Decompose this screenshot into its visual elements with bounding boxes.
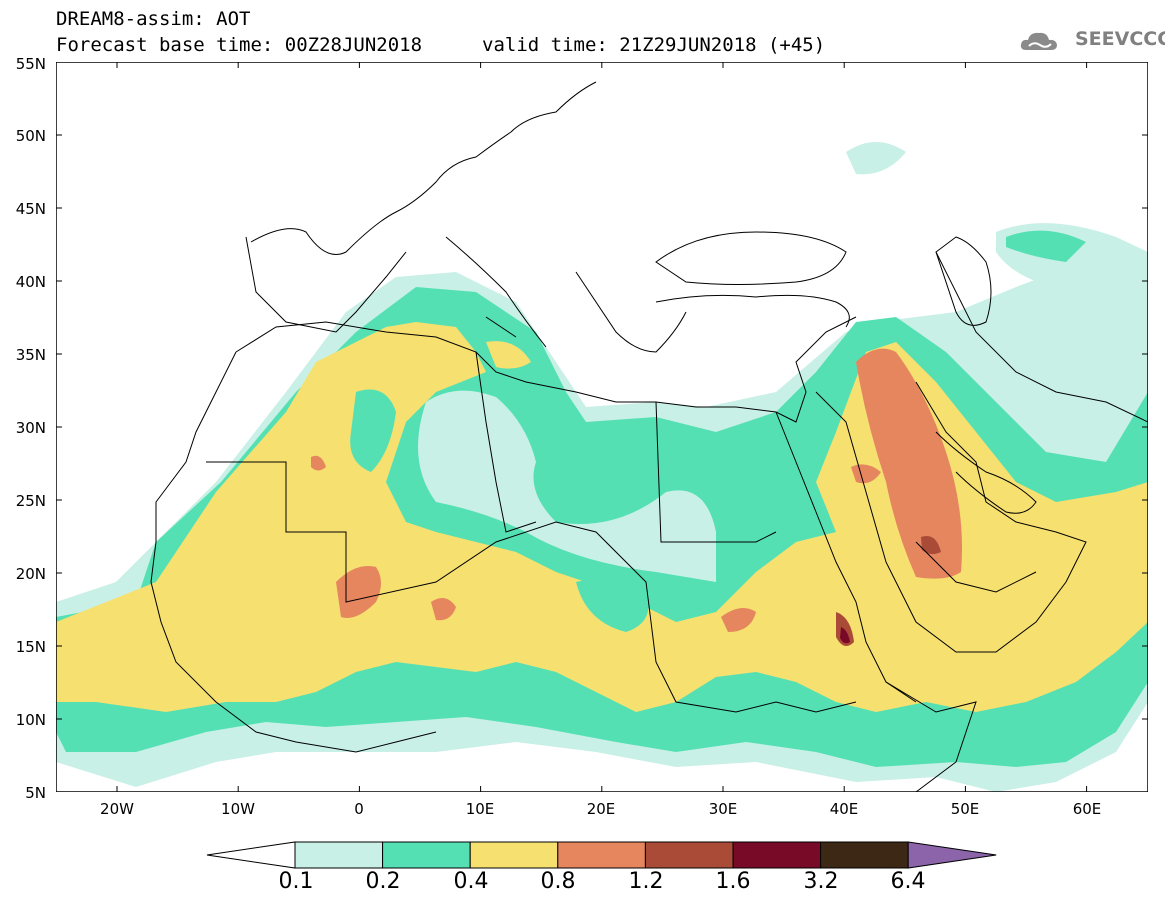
lat-label-25n: 25N xyxy=(15,492,46,510)
lon-label-60e: 60E xyxy=(1072,800,1102,818)
aot-map xyxy=(56,62,1148,792)
colorbar-box-3 xyxy=(557,841,646,869)
aot-contour-0.8e xyxy=(851,464,881,484)
aot-contour-1.2a xyxy=(921,536,941,555)
aot-contour-0.8c xyxy=(721,608,756,632)
lat-label-45n: 45N xyxy=(15,200,46,218)
colorbar-label-0.4: 0.4 xyxy=(453,869,489,894)
coastline-turkey xyxy=(655,294,850,328)
coastline-north-africa xyxy=(235,316,857,423)
aot-contour-0.1b xyxy=(846,142,906,175)
lat-label-40n: 40N xyxy=(15,273,46,291)
colorbar-label-1.6: 1.6 xyxy=(715,869,751,894)
coastline-red-sea xyxy=(775,411,917,703)
colorbar-arrow-high xyxy=(907,841,997,869)
border-libya-egypt xyxy=(655,401,777,543)
cloud-icon xyxy=(1020,32,1057,50)
colorbar-label-3.2: 3.2 xyxy=(803,869,839,894)
colorbar-box-2 xyxy=(469,841,559,869)
aot-contour-0.2b xyxy=(1006,230,1086,262)
coastline-europe xyxy=(250,81,597,255)
colorbar-box-4 xyxy=(644,841,734,869)
lon-label-30e: 30E xyxy=(708,800,738,818)
colorbar-arrow-low xyxy=(206,841,296,869)
lat-label-30n: 30N xyxy=(15,419,46,437)
colorbar-label-0.8: 0.8 xyxy=(540,869,576,894)
border-sudan xyxy=(650,621,857,713)
colorbar-label-1.2: 1.2 xyxy=(628,869,664,894)
logo-text: SEEVCCC xyxy=(1075,28,1165,50)
coastline-greece xyxy=(575,271,687,353)
lat-label-10n: 10N xyxy=(15,711,46,729)
aot-contour-0.8f xyxy=(311,455,326,471)
lon-label-20w: 20W xyxy=(100,800,134,818)
aot-contour-0.4-north xyxy=(486,341,531,369)
lon-label-50e: 50E xyxy=(950,800,980,818)
aot-contour-0.8a xyxy=(336,566,381,618)
coastline-arabia xyxy=(815,381,1087,653)
colorbar-label-0.2: 0.2 xyxy=(365,869,401,894)
colorbar-box-0 xyxy=(294,841,384,869)
colorbar-box-6 xyxy=(820,841,909,869)
lon-label-10e: 10E xyxy=(465,800,495,818)
coastline-caspian xyxy=(935,236,992,326)
lon-label-10w: 10W xyxy=(221,800,255,818)
coastline-west-africa xyxy=(150,351,437,753)
colorbar-box-5 xyxy=(732,841,822,869)
lon-label-40e: 40E xyxy=(829,800,859,818)
valid-time: valid time: 21Z29JUN2018 (+45) xyxy=(482,34,826,56)
colorbar-box-1 xyxy=(382,841,471,869)
lat-label-55n: 55N xyxy=(15,55,46,73)
border-arabia xyxy=(915,541,1037,593)
lat-label-5n: 5N xyxy=(25,784,46,802)
aot-contour-0.8d xyxy=(856,348,962,579)
aot-contour-0.8b xyxy=(431,598,456,621)
colorbar-label-0.1: 0.1 xyxy=(278,869,314,894)
border-sahel xyxy=(206,461,652,623)
coastline-iberia xyxy=(245,236,407,333)
coastline-persian-gulf xyxy=(935,431,1037,514)
colorbar-label-6.4: 6.4 xyxy=(890,869,926,894)
border-iran xyxy=(935,251,1148,423)
map-title: DREAM8-assim: AOT xyxy=(56,8,251,30)
forecast-base-time: Forecast base time: 00Z28JUN2018 xyxy=(56,34,423,56)
border-algeria-libya xyxy=(475,351,537,533)
coastline-black-sea xyxy=(655,231,847,285)
lat-label-35n: 35N xyxy=(15,346,46,364)
aot-colorbar xyxy=(206,841,997,869)
coastline-horn xyxy=(885,681,977,792)
lat-label-20n: 20N xyxy=(15,565,46,583)
aot-contour-0.2-interior2 xyxy=(576,578,649,632)
lon-label-20e: 20E xyxy=(586,800,616,818)
lat-label-15n: 15N xyxy=(15,638,46,656)
coastline-italy xyxy=(445,236,547,348)
lat-label-50n: 50N xyxy=(15,127,46,145)
aot-contour-0.1-interior xyxy=(418,390,716,582)
lon-label-0: 0 xyxy=(354,800,364,818)
aot-contour-0.2-interior xyxy=(350,389,396,472)
aot-contour-1.6 xyxy=(840,627,850,644)
